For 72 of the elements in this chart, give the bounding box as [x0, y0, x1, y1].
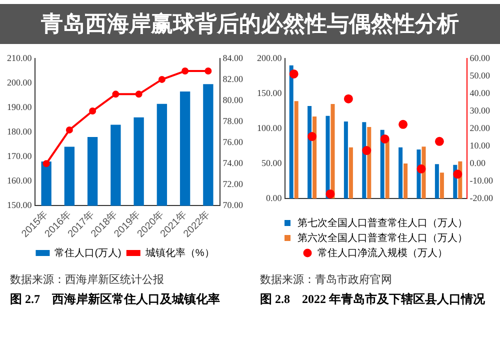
legend-label: 常住人口(万人) — [54, 246, 122, 259]
y-tick-label: 50.00 — [262, 158, 282, 168]
point — [416, 164, 426, 174]
legend-label: 城镇化率（%） — [144, 246, 214, 259]
y-tick-label: 180.00 — [7, 126, 32, 136]
text: 图 2.7 西海岸新区常住人口及城镇化率 — [10, 291, 221, 308]
legend-label: 第六次全国人口普查常住人口（万人） — [298, 232, 468, 244]
y-tick-label: 210.00 — [7, 52, 32, 63]
y2-tick-label: -10.00 — [470, 175, 494, 186]
y2-tick-label: 80.00 — [222, 94, 244, 105]
point — [326, 189, 335, 198]
point — [182, 68, 189, 75]
y2-tick-label: 30.00 — [470, 105, 491, 116]
point — [158, 76, 166, 83]
bar — [289, 65, 294, 199]
bar — [404, 163, 408, 199]
y2-tick-label: 0.00 — [470, 158, 486, 168]
y-tick-label: 0.00 — [266, 192, 282, 203]
y2-tick-label: 10.00 — [470, 140, 491, 150]
y2-tick-label: 82.00 — [222, 74, 244, 84]
source-note: 数据来源：青岛市政府官网 — [260, 272, 393, 287]
y-tick-label: 200.00 — [7, 77, 32, 88]
point — [66, 126, 73, 134]
y-tick-label: 150.00 — [7, 200, 32, 210]
bar — [312, 116, 317, 199]
y2-tick-label: 78.00 — [222, 116, 244, 126]
point — [362, 146, 372, 156]
bar — [294, 101, 298, 199]
legend-label: 常住人口净流入规模（万人） — [318, 246, 448, 259]
y2-tick-label: 84.00 — [222, 52, 244, 63]
bar — [348, 147, 353, 199]
point — [289, 69, 298, 78]
legend-label: 第七次全国人口普查常住人口（万人） — [298, 216, 468, 229]
y-tick-label: 170.00 — [7, 150, 32, 161]
y2-tick-label: 72.00 — [222, 179, 244, 190]
point — [344, 94, 353, 104]
text: 青岛西海岸赢球背后的必然性与偶然性分析 — [0, 4, 500, 44]
y-tick-label: 150.00 — [257, 88, 282, 98]
y2-tick-label: 20.00 — [470, 122, 491, 133]
bar — [326, 116, 330, 199]
bar — [308, 106, 312, 199]
point — [135, 90, 142, 98]
point — [112, 90, 120, 98]
y2-tick-label: -20.00 — [470, 192, 494, 203]
bar — [398, 147, 403, 199]
point — [89, 108, 96, 115]
point — [380, 134, 390, 144]
y2-tick-label: 76.00 — [222, 136, 244, 147]
bar — [344, 121, 348, 199]
y2-tick-label: 74.00 — [222, 158, 244, 168]
source-note: 数据来源：西海岸新区统计公报 — [10, 272, 165, 287]
bar — [434, 164, 439, 199]
y2-tick-label: 50.00 — [470, 70, 491, 80]
y-tick-label: 160.00 — [7, 176, 32, 186]
point — [453, 170, 462, 179]
bar — [367, 127, 372, 199]
y2-tick-label: 70.00 — [222, 200, 244, 210]
y-tick-label: 190.00 — [7, 102, 32, 112]
y2-tick-label: 40.00 — [470, 88, 491, 98]
y-tick-label: 200.00 — [257, 52, 282, 63]
point — [42, 160, 50, 168]
text: 图 2.8 2022 年青岛市及下辖区县人口情况 — [260, 291, 486, 308]
bar — [440, 172, 444, 199]
y-tick-label: 100.00 — [257, 122, 282, 133]
point — [434, 136, 444, 146]
y2-tick-label: 60.00 — [470, 52, 491, 63]
bar — [362, 122, 366, 199]
point — [398, 120, 408, 129]
bar — [330, 104, 335, 199]
point — [204, 68, 212, 75]
bar — [385, 140, 390, 199]
point — [308, 132, 317, 142]
